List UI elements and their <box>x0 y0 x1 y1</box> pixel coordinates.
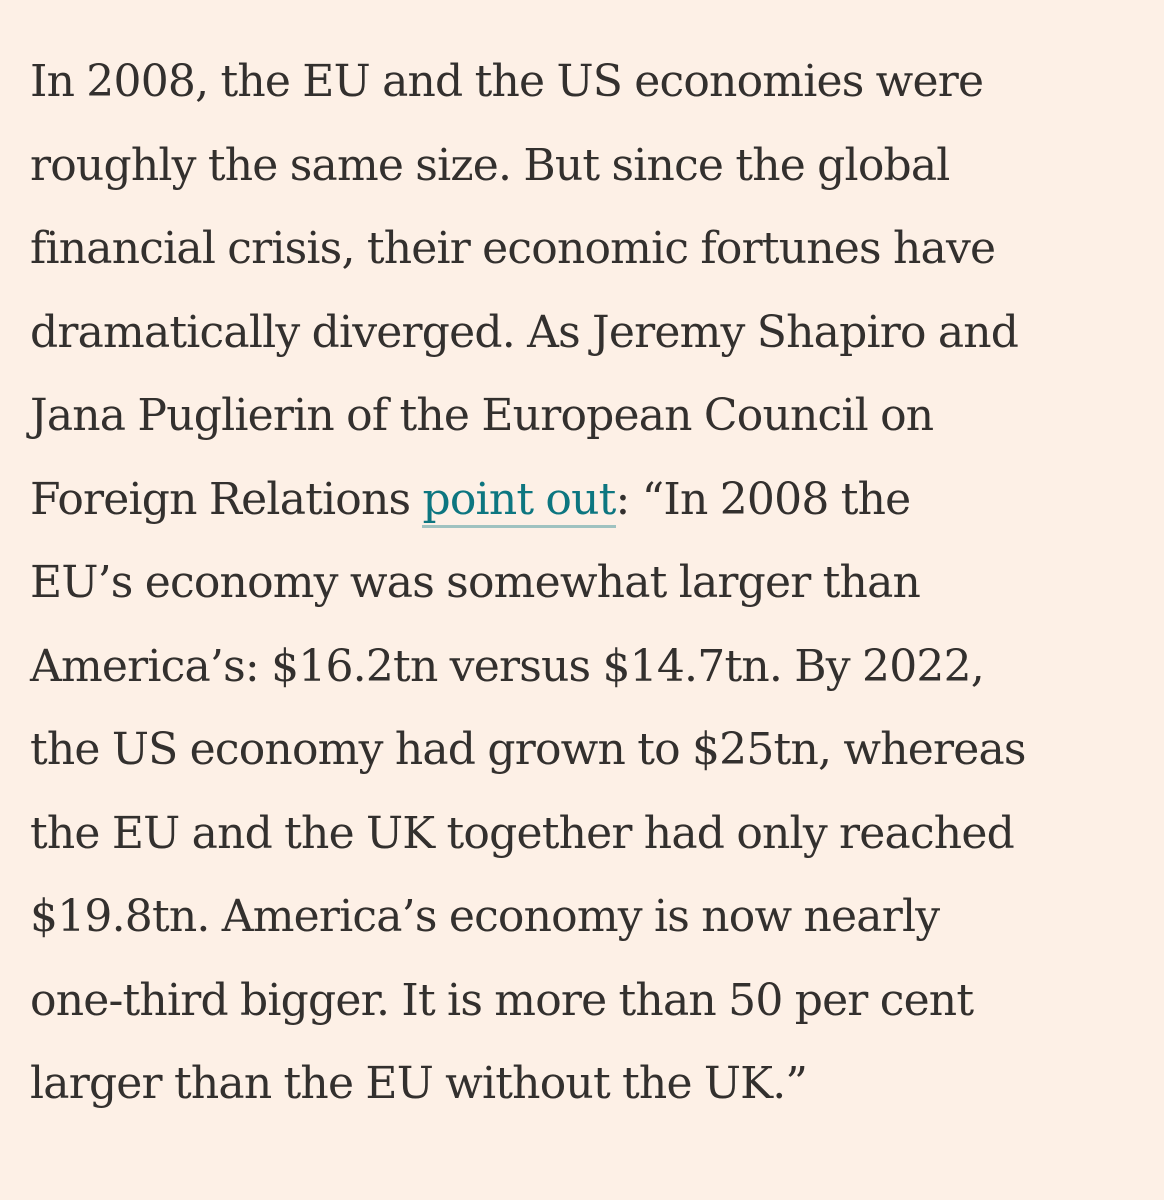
text-line-with-link: Foreign Relations point out: “In 2008 th… <box>30 458 1140 542</box>
text-segment: Foreign Relations <box>30 473 423 525</box>
text-line: larger than the EU without the UK.” <box>30 1058 808 1109</box>
text-line: America’s: $16.2tn versus $14.7tn. By 20… <box>30 640 985 692</box>
text-line: roughly the same size. But since the glo… <box>30 139 950 191</box>
text-line: EU’s economy was somewhat larger than <box>30 557 921 608</box>
text-line: financial crisis, their economic fortune… <box>30 223 996 274</box>
text-line: $19.8tn. America’s economy is now nearly <box>30 891 940 942</box>
article-body: In 2008, the EU and the US economies wer… <box>30 40 1140 1126</box>
article-paragraph: In 2008, the EU and the US economies wer… <box>30 40 1140 1126</box>
text-line: the US economy had grown to $25tn, where… <box>30 724 1026 775</box>
point-out-link[interactable]: point out <box>422 473 616 528</box>
text-line: the EU and the UK together had only reac… <box>30 807 1015 859</box>
text-segment: : “In 2008 the <box>615 473 912 525</box>
text-line: Jana Puglierin of the European Council o… <box>30 390 934 441</box>
text-line: one-third bigger. It is more than 50 per… <box>30 974 974 1026</box>
text-line: In 2008, the EU and the US economies wer… <box>30 56 984 107</box>
text-line: dramatically diverged. As Jeremy Shapiro… <box>30 306 1019 358</box>
